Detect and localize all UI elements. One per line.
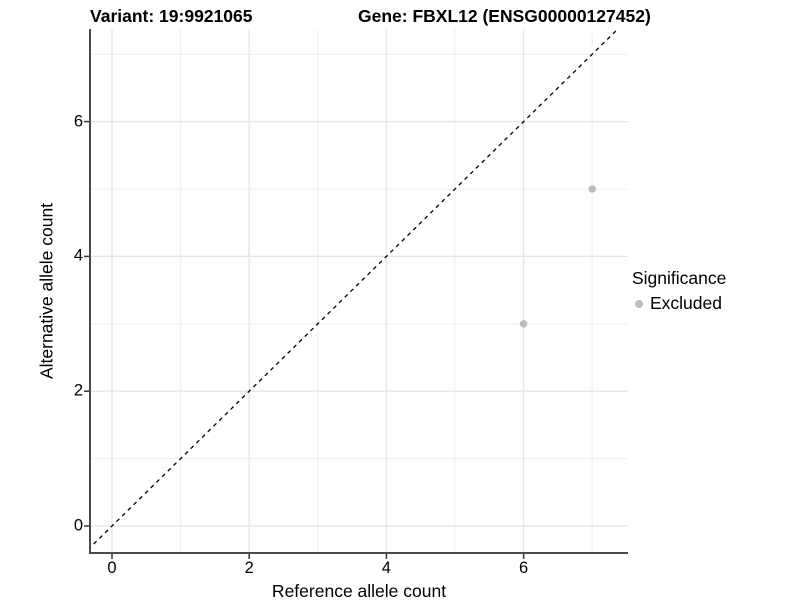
legend-item: Excluded (632, 293, 726, 314)
x-tick-label: 4 (381, 559, 391, 577)
identity-line (90, 29, 619, 549)
data-points (519, 185, 596, 328)
data-point (519, 320, 528, 328)
legend-title: Significance (632, 268, 727, 288)
legend: Significance Excluded (632, 268, 726, 314)
y-tick-label: 4 (73, 246, 83, 265)
y-axis-title: Alternative allele count (36, 202, 57, 380)
y-tick-label: 0 (73, 516, 83, 535)
plot-title-variant: Variant: 19:9921065 (90, 6, 253, 26)
plot-title-gene: Gene: FBXL12 (ENSG00000127452) (358, 6, 651, 26)
data-point (588, 185, 596, 193)
legend-item-label: Excluded (650, 293, 722, 313)
x-tick-label: 6 (519, 559, 529, 577)
legend-items: Excluded (632, 293, 726, 314)
y-tick-label: 2 (73, 381, 83, 400)
x-tick-label: 2 (244, 559, 254, 577)
major-gridlines (90, 29, 628, 553)
minor-gridlines (90, 29, 628, 553)
axis-tick-marks (84, 120, 525, 559)
x-axis-title: Reference allele count (271, 581, 447, 600)
axis-lines (89, 29, 628, 554)
x-tick-label: 0 (107, 559, 117, 577)
identity-dashed-line (90, 29, 619, 549)
legend-point-icon (635, 299, 643, 308)
y-tick-label: 6 (73, 112, 83, 131)
